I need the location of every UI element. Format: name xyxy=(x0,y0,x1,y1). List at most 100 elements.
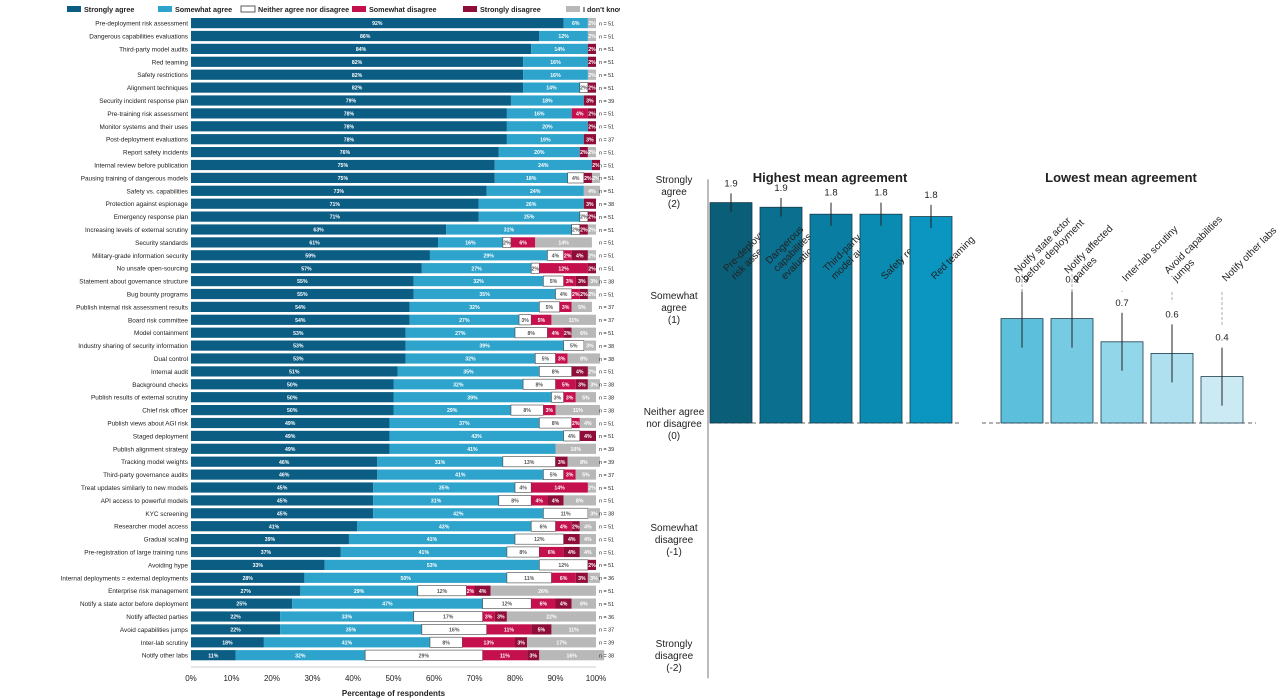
segment-label: 2% xyxy=(580,150,588,156)
row-label: Publish internal risk assessment results xyxy=(76,304,188,311)
bar-segment xyxy=(191,340,406,351)
bar-segment xyxy=(446,224,572,235)
row-label: Avoiding hype xyxy=(148,562,188,569)
bar-segment xyxy=(539,263,588,274)
segment-label: 17% xyxy=(443,615,454,621)
segment-label: 4% xyxy=(568,434,576,440)
row-label: Internal deployments = external deployme… xyxy=(61,575,188,582)
bar-segment xyxy=(575,276,588,287)
segment-label: 53% xyxy=(293,357,304,363)
bar-segment xyxy=(587,572,601,583)
bar-segment xyxy=(409,314,520,325)
n-label: n = 51 xyxy=(599,163,614,169)
segment-label: 16% xyxy=(465,241,476,247)
bar-segment xyxy=(405,327,515,338)
bar-segment xyxy=(405,353,536,364)
x-tick-label: 50% xyxy=(385,674,401,683)
segment-label: 2% xyxy=(532,266,540,272)
row-label: No unsafe open-sourcing xyxy=(117,266,189,273)
segment-label: 6% xyxy=(540,524,548,530)
segment-label: 4% xyxy=(576,112,584,118)
segment-label: 11% xyxy=(500,653,510,659)
n-label: n = 39 xyxy=(599,460,614,466)
segment-label: 8% xyxy=(527,331,535,337)
row-label: Publish views about AGI risk xyxy=(107,421,188,428)
segment-label: 50% xyxy=(287,395,298,401)
bar-segment xyxy=(583,95,596,106)
bar-segment xyxy=(555,598,572,609)
segment-label: 46% xyxy=(279,473,290,479)
bar-segment xyxy=(486,185,584,196)
segment-label: 2% xyxy=(588,124,596,130)
bar-segment xyxy=(563,250,572,261)
segment-label: 49% xyxy=(285,421,296,427)
segment-label: 5% xyxy=(582,395,590,401)
bar-segment xyxy=(555,456,568,467)
segment-label: 20% xyxy=(534,150,545,156)
bar-segment xyxy=(506,108,572,119)
segment-label: 22% xyxy=(230,628,241,634)
bar-segment xyxy=(393,379,524,390)
segment-label: 73% xyxy=(334,189,345,195)
mean-bar xyxy=(809,213,853,424)
bar-segment xyxy=(191,353,406,364)
legend-swatch xyxy=(158,6,172,12)
segment-label: 3% xyxy=(554,395,562,401)
n-label: n = 51 xyxy=(599,215,614,221)
bar-segment xyxy=(587,82,596,93)
segment-label: 75% xyxy=(338,176,349,182)
segment-label: 35% xyxy=(463,370,474,376)
x-tick-label: 0% xyxy=(185,674,197,683)
bar-segment xyxy=(587,69,596,80)
segment-label: 6% xyxy=(580,331,588,337)
bar-segment xyxy=(575,469,596,480)
bar-segment xyxy=(571,301,592,312)
row-label: Internal audit xyxy=(151,369,188,376)
row-label: Third-party model audits xyxy=(119,46,188,53)
bar-segment xyxy=(555,405,601,416)
bar-segment xyxy=(515,637,528,648)
bar-segment xyxy=(579,211,589,222)
legend-label: Neither agree nor disagree xyxy=(258,5,349,14)
bar-segment xyxy=(563,18,588,29)
mean-value-label: 1.9 xyxy=(724,178,737,189)
bar-segment xyxy=(523,56,588,67)
bar-segment xyxy=(191,430,390,441)
segment-label: 28% xyxy=(243,576,254,582)
n-label: n = 38 xyxy=(599,396,614,402)
bar-segment xyxy=(191,172,495,183)
category-label: Notify other labs xyxy=(1220,225,1279,284)
segment-label: 8% xyxy=(523,408,531,414)
category-label-line: Notify other labs xyxy=(1220,225,1279,284)
bar-segment xyxy=(579,534,596,545)
segment-label: 37% xyxy=(261,550,272,556)
bar-segment xyxy=(579,224,588,235)
mean-value-label: 1.9 xyxy=(774,183,787,194)
y-tick-label: nor disagree xyxy=(646,419,702,430)
segment-label: 12% xyxy=(558,266,569,272)
segment-label: 2% xyxy=(588,60,596,66)
bar-segment xyxy=(191,30,540,42)
row-label: Red teaming xyxy=(152,59,189,66)
bar-segment xyxy=(510,95,584,106)
segment-label: 76% xyxy=(340,150,351,156)
segment-label: 6% xyxy=(519,241,527,247)
row-label: Military-grade information security xyxy=(92,253,189,260)
n-label: n = 38 xyxy=(599,279,614,285)
y-tick-label: agree xyxy=(661,303,687,314)
y-tick-label: disagree xyxy=(655,651,694,662)
legend-label: Strongly disagree xyxy=(480,5,541,14)
bar-segment xyxy=(191,327,406,338)
bar-segment xyxy=(324,559,540,570)
bar-segment xyxy=(591,159,601,171)
segment-label: 4% xyxy=(519,486,527,492)
segment-label: 3% xyxy=(521,318,529,324)
segment-label: 43% xyxy=(439,524,450,530)
legend-label: Somewhat agree xyxy=(175,5,232,14)
segment-label: 29% xyxy=(419,653,430,659)
segment-label: 78% xyxy=(344,137,355,143)
x-axis-title: Percentage of respondents xyxy=(342,689,446,698)
n-label: n = 37 xyxy=(599,628,614,634)
segment-label: 41% xyxy=(269,524,280,530)
segment-label: 18% xyxy=(222,640,233,646)
